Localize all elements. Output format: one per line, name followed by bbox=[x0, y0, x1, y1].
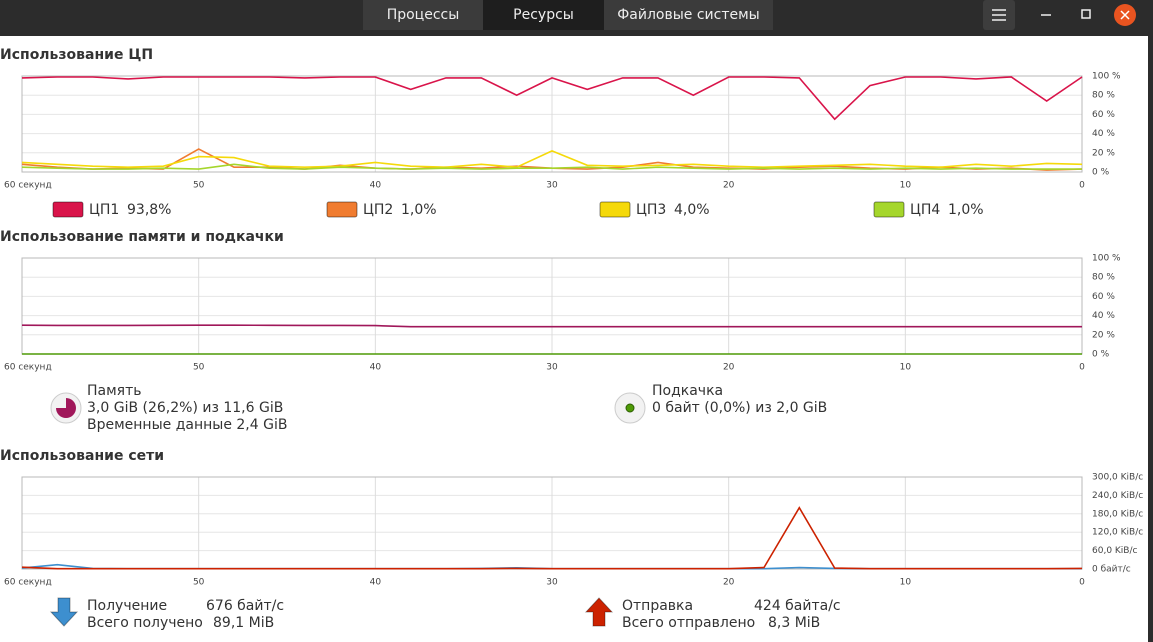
tab[interactable] bbox=[483, 0, 604, 30]
x-tick-label: 20 bbox=[723, 578, 735, 588]
legend-swatch[interactable] bbox=[599, 201, 631, 218]
y-tick-label: 120,0 KiB/с bbox=[1092, 528, 1143, 538]
tab[interactable] bbox=[604, 0, 773, 30]
y-tick-label: 0 байт/с bbox=[1092, 565, 1131, 575]
tab[interactable] bbox=[363, 0, 483, 30]
y-tick-label: 240,0 KiB/с bbox=[1092, 491, 1143, 501]
legend-detail: 0 байт (0,0%) из 2,0 GiB bbox=[652, 400, 827, 416]
legend-total: 89,1 MiB bbox=[213, 615, 274, 631]
y-tick-label: 60 % bbox=[1092, 292, 1115, 302]
legend-value: 1,0% bbox=[948, 202, 984, 218]
x-tick-label: 10 bbox=[900, 363, 912, 373]
legend-icon-fill bbox=[56, 398, 76, 418]
x-tick-label: 60 секунд bbox=[4, 181, 52, 191]
x-tick-label: 40 bbox=[370, 363, 382, 373]
maximize-button[interactable] bbox=[1081, 9, 1091, 19]
section-title: Использование памяти и подкачки bbox=[0, 229, 284, 245]
section-title: Использование сети bbox=[0, 448, 164, 464]
y-tick-label: 20 % bbox=[1092, 148, 1115, 158]
x-tick-label: 40 bbox=[370, 578, 382, 588]
legend-swatch[interactable] bbox=[52, 201, 84, 218]
menu-icon bbox=[992, 9, 1006, 21]
series-line bbox=[21, 163, 1082, 170]
legend-swatch[interactable] bbox=[873, 201, 905, 218]
legend-total-label: Всего получено bbox=[87, 615, 203, 631]
legend-label: ЦП3 bbox=[636, 202, 666, 218]
legend-rate: 676 байт/с bbox=[206, 598, 284, 614]
legend-total: 8,3 MiB bbox=[768, 615, 820, 631]
y-tick-label: 80 % bbox=[1092, 273, 1115, 283]
tab-label[interactable]: Файловые системы bbox=[617, 7, 760, 23]
x-tick-label: 20 bbox=[723, 181, 735, 191]
series-line bbox=[21, 506, 1083, 570]
legend-value: 1,0% bbox=[401, 202, 437, 218]
section-title: Использование ЦП bbox=[0, 47, 153, 63]
legend-label: ЦП2 bbox=[363, 202, 393, 218]
x-tick-label: 20 bbox=[723, 363, 735, 373]
y-tick-label: 0 % bbox=[1092, 350, 1110, 360]
plot-frame bbox=[21, 75, 1083, 173]
window-edge bbox=[1148, 36, 1153, 642]
y-tick-label: 60,0 KiB/с bbox=[1092, 546, 1138, 556]
x-tick-label: 30 bbox=[546, 181, 558, 191]
legend-rate: 424 байта/с bbox=[754, 598, 841, 614]
x-tick-label: 0 bbox=[1079, 578, 1085, 588]
y-tick-label: 100 % bbox=[1092, 72, 1121, 82]
y-tick-label: 300,0 KiB/с bbox=[1092, 473, 1143, 483]
legend-swatch[interactable] bbox=[326, 201, 358, 218]
x-tick-label: 50 bbox=[193, 181, 205, 191]
x-tick-label: 30 bbox=[546, 363, 558, 373]
y-tick-label: 40 % bbox=[1092, 311, 1115, 321]
legend-label: Получение bbox=[87, 598, 167, 614]
x-tick-label: 50 bbox=[193, 363, 205, 373]
series-line bbox=[21, 150, 1083, 169]
legend-label: ЦП1 bbox=[89, 202, 119, 218]
legend-label: Память bbox=[87, 383, 142, 399]
y-tick-label: 20 % bbox=[1092, 330, 1115, 340]
x-tick-label: 40 bbox=[370, 181, 382, 191]
legend-detail: 3,0 GiB (26,2%) из 11,6 GiB bbox=[87, 400, 283, 416]
legend-cache: Временные данные 2,4 GiB bbox=[87, 417, 287, 433]
x-tick-label: 0 bbox=[1079, 363, 1085, 373]
legend-value: 93,8% bbox=[127, 202, 171, 218]
legend-icon[interactable] bbox=[49, 597, 79, 627]
x-tick-label: 60 секунд bbox=[4, 363, 52, 373]
y-tick-label: 0 % bbox=[1092, 168, 1110, 178]
y-tick-label: 40 % bbox=[1092, 129, 1115, 139]
y-tick-label: 60 % bbox=[1092, 110, 1115, 120]
tab-label[interactable]: Процессы bbox=[387, 7, 460, 23]
y-tick-label: 180,0 KiB/с bbox=[1092, 509, 1143, 519]
x-tick-label: 30 bbox=[546, 578, 558, 588]
x-tick-label: 0 bbox=[1079, 181, 1085, 191]
legend-value: 4,0% bbox=[674, 202, 710, 218]
legend-label: ЦП4 bbox=[910, 202, 940, 218]
tab-label[interactable]: Ресурсы bbox=[513, 7, 574, 23]
x-tick-label: 10 bbox=[900, 578, 912, 588]
legend-icon[interactable] bbox=[584, 597, 614, 627]
y-tick-label: 80 % bbox=[1092, 91, 1115, 101]
series-line bbox=[21, 324, 1082, 328]
y-tick-label: 100 % bbox=[1092, 254, 1121, 264]
legend-label: Отправка bbox=[622, 598, 693, 614]
legend-total-label: Всего отправлено bbox=[622, 615, 755, 631]
x-tick-label: 10 bbox=[900, 181, 912, 191]
x-tick-label: 60 секунд bbox=[4, 578, 52, 588]
legend-icon-fill bbox=[625, 403, 635, 413]
close-icon bbox=[1120, 10, 1130, 20]
series-line bbox=[21, 76, 1083, 121]
x-tick-label: 50 bbox=[193, 578, 205, 588]
legend-label: Подкачка bbox=[652, 383, 723, 399]
